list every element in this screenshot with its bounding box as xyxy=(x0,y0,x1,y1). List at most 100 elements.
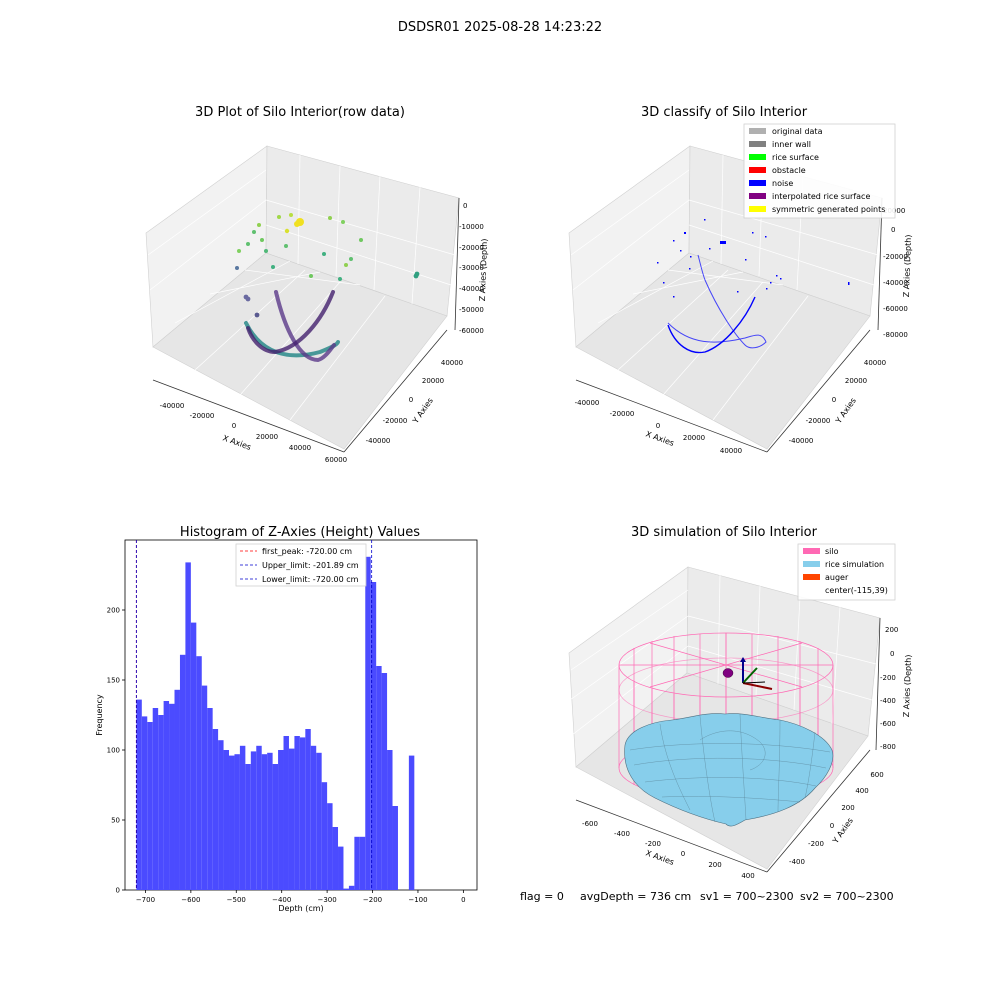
x-tick-label: −100 xyxy=(408,896,427,904)
x-tick-label: 40000 xyxy=(289,444,311,452)
legend-frame xyxy=(743,123,896,219)
histogram-bar xyxy=(354,836,360,890)
histogram-bar xyxy=(250,751,257,890)
histogram-bar xyxy=(278,750,284,890)
raw-arc-3 xyxy=(246,290,335,355)
noise-arc-1 xyxy=(667,254,767,349)
histogram-bar xyxy=(196,656,202,890)
legend-swatch xyxy=(803,548,820,554)
status-avg-depth: avgDepth = 736 cm xyxy=(580,890,691,903)
histogram-y-ticks: 0 50 100 150 200 xyxy=(107,607,125,895)
legend-label: obstacle xyxy=(772,166,806,175)
histogram-bar xyxy=(136,699,142,890)
x-tick-label: −600 xyxy=(181,896,200,904)
legend-label: symmetric generated points xyxy=(772,205,885,214)
z-tick-label: 200 xyxy=(885,626,898,634)
histogram-bar xyxy=(338,846,344,890)
x-tick-label: -20000 xyxy=(610,410,635,418)
z-tick-label: 0 xyxy=(890,650,894,658)
z-tick-label: 0 xyxy=(891,226,895,234)
status-sv1: sv1 = 700~2300 xyxy=(700,890,794,903)
histogram-bar xyxy=(218,740,224,890)
panel-simulation-3d: 3D simulation of Silo Interior -600 -400… xyxy=(568,525,913,880)
legend-label: noise xyxy=(772,179,793,188)
legend-swatch xyxy=(749,206,766,212)
y-tick-label: -40000 xyxy=(789,437,814,445)
x-axis-label: X Axies xyxy=(644,429,675,448)
histogram-bar xyxy=(245,764,251,890)
z-axis-label: Z Axies (Depth) xyxy=(902,234,913,297)
histogram-bar xyxy=(267,752,273,890)
panel-raw-3d: 3D Plot of Silo Interior(row data) -4000… xyxy=(145,105,489,464)
panel-raw-title: 3D Plot of Silo Interior(row data) xyxy=(195,105,405,120)
x-tick-label: 20000 xyxy=(683,434,705,442)
axis-z-line xyxy=(877,197,883,331)
legend-label: center(-115,39) xyxy=(825,586,888,595)
pane-grid xyxy=(569,574,877,736)
x-tick-label: -200 xyxy=(645,840,661,848)
x-tick-label: -600 xyxy=(582,820,598,828)
legend-swatch xyxy=(749,167,766,173)
histogram-bar xyxy=(294,736,300,890)
z-tick-label: -20000 xyxy=(883,253,908,261)
histogram-bar xyxy=(387,750,393,890)
axis-x-line xyxy=(152,379,345,453)
histogram-bar xyxy=(321,782,328,890)
y-tick-label: 0 xyxy=(832,396,836,404)
y-tick-label: -40000 xyxy=(366,437,391,445)
histogram-bar xyxy=(163,701,170,890)
y-tick-label: 40000 xyxy=(441,359,463,367)
histogram-bar xyxy=(370,582,377,890)
z-tick-label: -80000 xyxy=(883,331,908,339)
axis-z-line xyxy=(875,617,881,751)
x-tick-label: -20000 xyxy=(190,412,215,420)
histogram-bar xyxy=(283,736,289,890)
panel-classify-3d: 3D classify of Silo Interior -40000 -200… xyxy=(568,105,913,455)
histogram-bar xyxy=(256,745,262,890)
histogram-bar xyxy=(169,703,175,890)
histogram-bar xyxy=(212,729,219,890)
axis-y-line xyxy=(766,749,871,873)
z-tick-label: -40000 xyxy=(883,279,908,287)
x-tick-label: -40000 xyxy=(575,399,600,407)
pane-grid xyxy=(147,154,456,421)
axis-z-line xyxy=(454,197,460,331)
z-tick-label: -800 xyxy=(880,743,896,751)
histogram-bar xyxy=(392,806,398,890)
histogram-y-axis-label: Frequency xyxy=(95,694,104,736)
legend-swatch xyxy=(803,561,820,567)
y-tick-label: 200 xyxy=(107,607,120,615)
histogram-x-ticks: −700 −600 −500 −400 −300 −200 −100 0 xyxy=(136,890,466,904)
histogram-bar xyxy=(201,685,208,890)
legend-label: Upper_limit: -201.89 cm xyxy=(262,561,359,570)
x-tick-label: −200 xyxy=(363,896,382,904)
axis-y-line xyxy=(766,329,871,453)
legend-frame xyxy=(235,543,367,587)
legend-label: silo xyxy=(825,547,839,556)
y-tick-label: 150 xyxy=(107,677,120,685)
histogram-bar xyxy=(229,755,235,890)
z-tick-label: -20000 xyxy=(459,244,484,252)
x-tick-label: 0 xyxy=(232,422,236,430)
legend-swatch xyxy=(749,141,766,147)
histogram-x-axis-label: Depth (cm) xyxy=(278,904,323,913)
panel-simulation-title: 3D simulation of Silo Interior xyxy=(631,525,818,540)
histogram-bar xyxy=(185,562,191,890)
histogram-bar xyxy=(179,654,186,890)
pane-grid xyxy=(570,154,879,421)
histogram-bar xyxy=(174,689,180,890)
y-tick-label: 0 xyxy=(830,822,834,830)
center-marker xyxy=(722,668,734,678)
y-axis-label: Y Axies xyxy=(410,396,435,426)
legend-label: inner wall xyxy=(772,140,811,149)
x-tick-label: −400 xyxy=(272,896,291,904)
simulation-legend: silo rice simulation auger center(-115,3… xyxy=(797,543,896,601)
histogram-bar xyxy=(261,754,268,890)
z-tick-label: -600 xyxy=(880,720,896,728)
y-tick-label: 50 xyxy=(111,817,120,825)
histogram-bar xyxy=(305,729,311,890)
panel-histogram: Histogram of Z-Axies (Height) Values −70… xyxy=(95,525,478,913)
z-tick-label: -60000 xyxy=(459,327,484,335)
z-tick-label: 0 xyxy=(463,202,467,210)
